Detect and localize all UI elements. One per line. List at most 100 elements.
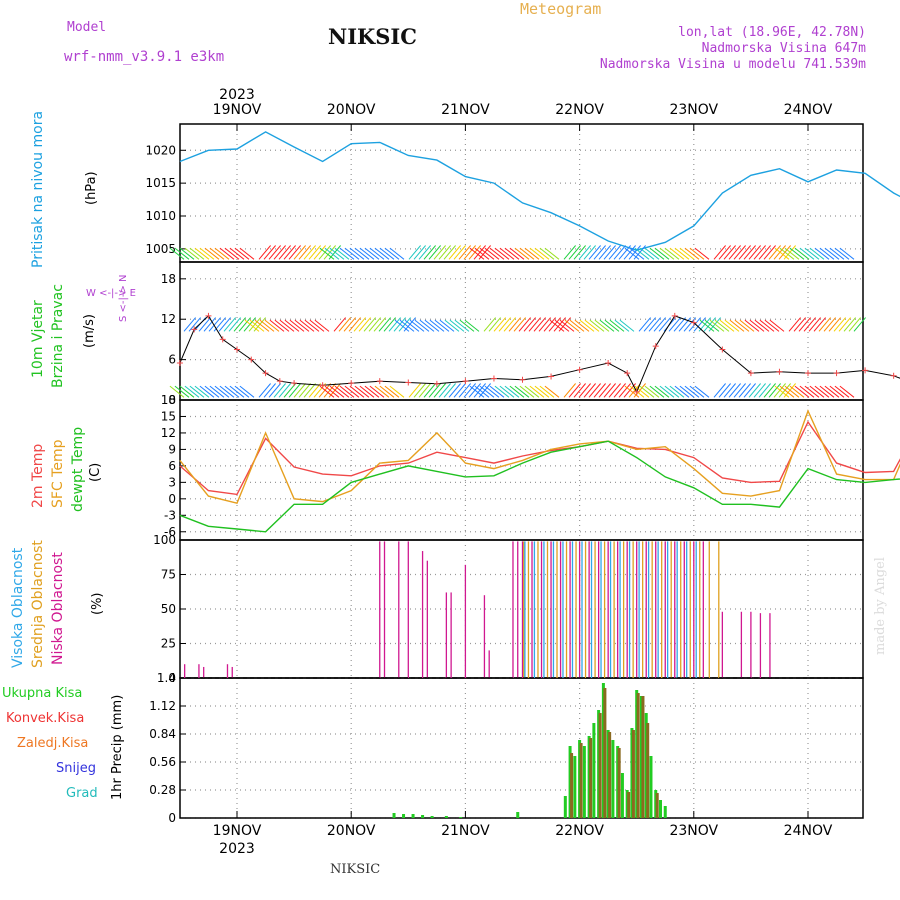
wind-barb [493, 317, 506, 332]
wind-barb [409, 319, 425, 332]
wind-barb [494, 385, 510, 398]
ytick-label-temperature: 15 [161, 409, 176, 423]
wind-barb [234, 385, 250, 398]
precip-bar [421, 815, 425, 818]
wind-barb [688, 317, 701, 332]
wind-barb [294, 319, 310, 332]
wind-barb [763, 245, 776, 260]
wind-barb [424, 319, 440, 332]
wind-barb [439, 319, 455, 332]
wind-barb [599, 319, 615, 332]
precip-hail-label: Grad [66, 786, 98, 801]
wind-barb [529, 247, 545, 260]
wind-barb [833, 317, 846, 332]
wind-gust-marker [576, 366, 583, 373]
wind-barb [819, 247, 835, 260]
wind-barb [768, 383, 781, 398]
wind-barb [749, 319, 765, 332]
wind-barb [189, 385, 205, 398]
ytick-label-cloud: 100 [153, 533, 176, 547]
wind-barb [169, 247, 185, 260]
ytick-label-wind: 12 [161, 312, 176, 326]
wind-gust-marker [248, 356, 255, 363]
wind-barb [769, 319, 785, 332]
precip-bar [646, 723, 650, 818]
wind-barb [458, 245, 471, 260]
ytick-label-pressure: 1010 [145, 209, 176, 223]
wind-barb [794, 385, 810, 398]
xday-label-top: 22NOV [555, 102, 604, 118]
wind-barb [794, 247, 810, 260]
precip-bar [617, 748, 621, 818]
precip-bar [589, 738, 593, 818]
wind-barb [258, 383, 271, 398]
xday-label-bottom: 23NOV [669, 823, 718, 839]
wind-barb [298, 245, 311, 260]
wind-barb [659, 247, 675, 260]
wind-barb [269, 319, 285, 332]
wind-gust-marker [490, 375, 497, 382]
wind-barb [743, 383, 756, 398]
wind-barb [484, 247, 500, 260]
ytick-label-precip: 0.28 [149, 783, 176, 797]
wind-barb [293, 383, 306, 398]
wind-barb [654, 247, 670, 260]
wind-barb [379, 385, 395, 398]
precip-bar [636, 693, 640, 818]
wind-barb [273, 383, 286, 398]
wind-barb [684, 247, 700, 260]
wind-barb [524, 385, 540, 398]
wind-barb [643, 317, 656, 332]
wind-gust-marker [219, 336, 226, 343]
wind-barb [838, 317, 851, 332]
wind-barb [179, 385, 195, 398]
wind-gust-marker [862, 367, 869, 374]
wind-barb [634, 385, 650, 398]
wind-barb [344, 385, 360, 398]
wind-barb [564, 319, 580, 332]
wind-barb [788, 317, 801, 332]
wind-barb [454, 319, 470, 332]
wind-barb [588, 245, 601, 260]
wind-barb [174, 247, 190, 260]
wind-barb [278, 383, 291, 398]
wind-barb [598, 383, 611, 398]
wind-barb [669, 385, 685, 398]
ytick-label-cloud: 25 [161, 637, 176, 651]
wind-barb [208, 317, 221, 332]
wind-barb [479, 385, 495, 398]
wind-barb [723, 245, 736, 260]
wind-barb [278, 245, 291, 260]
wind-barb [358, 317, 371, 332]
wind-barb [184, 247, 200, 260]
wind-barb [714, 319, 730, 332]
wind-barb [479, 247, 495, 260]
wind-barb [489, 385, 505, 398]
ytick-label-wind: 0 [168, 393, 176, 407]
wind-barb [198, 317, 211, 332]
wind-barb [423, 245, 436, 260]
precip-bar [582, 746, 586, 818]
wind-barb [573, 245, 586, 260]
wind-barb [199, 385, 215, 398]
temp-line-dewpt-temp [179, 440, 900, 533]
wind-barb [743, 245, 756, 260]
wind-barb [209, 247, 225, 260]
wind-barb [568, 245, 581, 260]
wind-barb [668, 317, 681, 332]
wind-gust-marker [319, 382, 326, 389]
ytick-label-temperature: 9 [168, 442, 176, 456]
wind-barb [818, 317, 831, 332]
precip-bar [598, 713, 602, 818]
wind-barb [238, 317, 251, 332]
precip-bar [631, 730, 635, 818]
wind-barb [814, 385, 830, 398]
wind-barb [848, 317, 861, 332]
wind-barb [313, 245, 326, 260]
wind-barb [319, 247, 335, 260]
precip-bar [430, 816, 434, 818]
wind-barb [408, 245, 421, 260]
wind-barb [618, 245, 631, 260]
wind-barb [379, 247, 395, 260]
wind-gust-marker [690, 319, 697, 326]
